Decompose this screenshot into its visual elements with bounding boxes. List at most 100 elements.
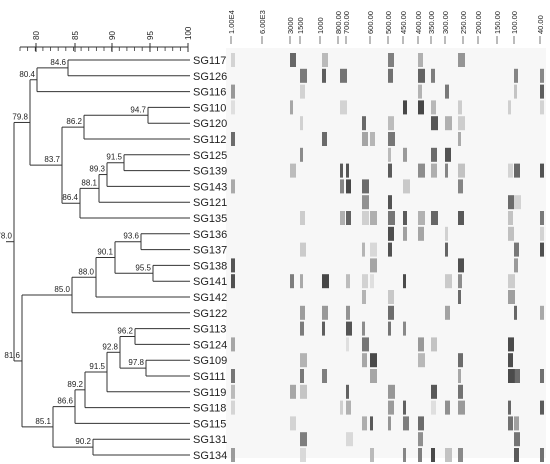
gel-band [514,195,521,210]
gel-band [300,369,304,383]
gel-band [231,384,235,399]
gel-band [370,416,373,431]
node-similarity-label: 84.6 [50,58,66,67]
sample-label: SG126 [193,71,227,83]
sample-label: SG116 [193,87,226,99]
gel-band [431,100,436,115]
node-similarity-label: 78.0 [0,232,13,241]
sample-label: SG125 [193,150,227,162]
gel-band [231,258,235,273]
gel-band [431,163,437,178]
gel-band [458,116,465,131]
gel-band [458,290,461,304]
gel-band [445,163,448,178]
gel-band [340,400,343,415]
gel-band [290,53,296,67]
gel-band [403,274,406,289]
gel-band [540,211,544,225]
size-marker-label: 350.00 [427,11,436,34]
gel-band [388,305,394,320]
scale-tick-label: 80 [32,31,41,40]
gel-band [514,84,517,99]
gel-band [458,211,464,225]
gel-band [508,353,513,368]
gel-band [388,400,394,415]
sample-label: SG135 [193,213,227,225]
gel-band [290,416,296,431]
gel-band [388,163,392,178]
gel-band [388,211,395,225]
gel-band [346,400,351,415]
gel-band [300,84,305,99]
gel-band [346,305,350,320]
gel-band [431,384,437,399]
gel-band [322,53,328,67]
gel-band [431,116,438,131]
node-similarity-label: 88.1 [81,178,97,187]
gel-band [403,400,406,415]
gel-band [458,353,463,368]
gel-band [458,274,462,289]
gel-band [322,369,327,383]
gel-band [300,116,303,131]
gel-band [290,384,296,399]
node-similarity-label: 81.6 [4,351,20,360]
gel-band [508,274,515,289]
gel-band [540,242,544,257]
gel-band [514,448,519,462]
gel-band [300,353,307,368]
gel-band [458,400,465,415]
gel-band [431,211,438,225]
gel-band [540,369,544,383]
gel-band [540,163,544,178]
gel-band [418,337,424,352]
node-similarity-label: 96.2 [117,327,133,336]
node-similarity-label: 79.8 [12,112,28,121]
gel-band [346,179,351,194]
gel-band [388,53,394,67]
gel-band [540,448,544,462]
gel-band [362,274,368,289]
scale-tick-label: 90 [108,31,117,40]
gel-band [458,179,463,194]
size-marker-label: 700.00 [342,11,351,34]
gel-band [362,179,369,194]
gel-band [322,305,328,320]
gel-band [418,416,424,431]
gel-band [231,84,235,99]
gel-band [418,53,423,67]
sample-label: SG115 [193,418,226,430]
gel-band [340,211,345,225]
size-marker-label: 1500 [296,17,305,34]
gel-band [431,448,435,462]
scale-tick-label: 85 [71,31,80,40]
gel-band [445,84,449,99]
gel-band [458,448,463,462]
sample-label: SG138 [193,260,227,272]
gel-band [418,353,425,368]
sample-label: SG110 [193,102,226,114]
gel-band [231,179,235,194]
sample-label: SG139 [193,166,227,178]
gel-band [370,132,375,146]
gel-band [231,100,235,115]
gel-band [388,416,391,431]
gel-band [403,100,407,115]
gel-band [458,384,463,399]
gel-band [388,226,394,241]
node-similarity-label: 85.0 [54,285,70,294]
gel-band [418,84,422,99]
gel-band [300,147,303,162]
gel-band [300,211,305,225]
gel-band [458,163,465,178]
gel-band [362,416,367,431]
gel-band [403,321,406,336]
gel-band [300,448,306,462]
gel-band [346,321,352,336]
gel-band [322,321,325,336]
gel-band [388,68,393,83]
gel-band [418,68,425,83]
gel-band [362,290,366,304]
gel-band [514,258,518,273]
